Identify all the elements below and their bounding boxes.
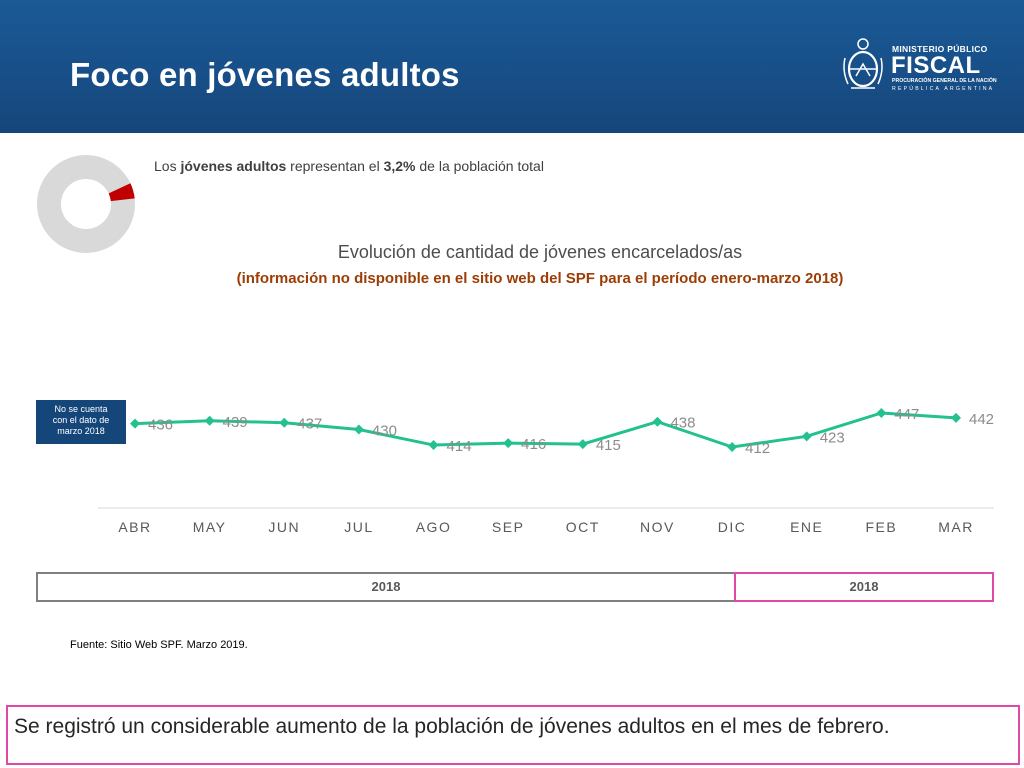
- donut-highlight-slice: [108, 183, 135, 202]
- x-tick-label: ENE: [790, 519, 823, 535]
- data-label: 416: [521, 436, 546, 453]
- data-label: 430: [372, 423, 397, 440]
- x-tick-label: NOV: [640, 519, 675, 535]
- data-point-marker: [204, 415, 215, 426]
- page-title: Foco en jóvenes adultos: [70, 56, 460, 93]
- x-tick-label: JUN: [268, 519, 300, 535]
- source-note: Fuente: Sitio Web SPF. Marzo 2019.: [70, 639, 248, 651]
- intro-middle: representan el: [286, 158, 384, 174]
- data-point-marker: [130, 418, 140, 429]
- data-label: 423: [820, 429, 845, 446]
- year-label-first: 2018: [371, 579, 401, 594]
- note-line-2: con el dato de: [52, 415, 110, 425]
- data-point-marker: [801, 431, 812, 442]
- data-point-marker: [876, 408, 887, 418]
- intro-bold-young-adults: jóvenes adultos: [180, 158, 287, 174]
- data-label: 438: [670, 415, 695, 432]
- chart-subtitle: (información no disponible en el sitio w…: [236, 270, 844, 287]
- intro-suffix: de la población total: [415, 158, 544, 174]
- logo-line-fiscal: FISCAL: [891, 52, 981, 79]
- x-tick-label: OCT: [566, 519, 600, 535]
- logo-line-procuracion: PROCURACIÓN GENERAL DE LA NACIÓN: [892, 78, 997, 84]
- data-point-marker: [577, 439, 588, 450]
- data-point-marker: [652, 416, 663, 427]
- x-tick-label: DIC: [718, 519, 747, 535]
- note-line-3: marzo 2018: [57, 426, 105, 436]
- data-point-marker: [503, 438, 514, 449]
- x-tick-label: ABR: [118, 519, 151, 535]
- chart-title: Evolución de cantidad de jóvenes encarce…: [337, 242, 743, 262]
- intro-prefix: Los: [154, 158, 181, 174]
- x-tick-label: MAR: [938, 519, 974, 535]
- x-tick-label: JUL: [344, 519, 373, 535]
- data-label: 436: [148, 417, 173, 434]
- data-label: 415: [596, 437, 621, 454]
- donut-remainder-ring: [37, 155, 135, 253]
- conclusion-box: Se registró un considerable aumento de l…: [6, 705, 1020, 765]
- series-line: [134, 411, 957, 449]
- coat-of-arms-icon: [843, 38, 883, 89]
- intro-text: Los jóvenes adultos representan el 3,2% …: [154, 158, 544, 174]
- population-share-donut: [37, 155, 135, 253]
- missing-data-note: No se cuenta con el dato de marzo 2018: [36, 400, 126, 444]
- note-line-1: No se cuenta: [54, 404, 108, 414]
- data-point-marker: [353, 424, 364, 435]
- data-label: 439: [223, 414, 248, 431]
- logo-line-republica: REPÚBLICA ARGENTINA: [892, 86, 995, 92]
- data-point-marker: [428, 440, 439, 451]
- line-chart: 436 ABR 439 MAY 437 JUN 430 JUL 414 AGO 416 SEP 415 O…: [98, 406, 994, 535]
- data-label: 412: [745, 440, 770, 457]
- x-tick-label: MAY: [193, 519, 227, 535]
- data-label: 447: [894, 406, 919, 423]
- data-point-marker: [279, 417, 290, 428]
- ministerio-publico-fiscal-logo: MINISTERIO PÚBLICO FISCAL PROCURACIÓN GE…: [840, 36, 997, 98]
- data-point-marker: [951, 412, 961, 423]
- data-label: 437: [297, 416, 322, 433]
- x-tick-label: AGO: [416, 519, 452, 535]
- logo-line-ministerio: MINISTERIO PÚBLICO: [892, 44, 988, 54]
- header-banner: Foco en jóvenes adultos MINISTERIO PÚBLI…: [0, 0, 1024, 133]
- data-label: 442: [969, 411, 994, 428]
- intro-bold-percent: 3,2%: [383, 158, 416, 174]
- x-tick-label: SEP: [492, 519, 525, 535]
- data-label: 414: [447, 438, 472, 455]
- year-label-second: 2018: [734, 572, 994, 602]
- data-point-marker: [727, 442, 738, 452]
- x-tick-label: FEB: [865, 519, 897, 535]
